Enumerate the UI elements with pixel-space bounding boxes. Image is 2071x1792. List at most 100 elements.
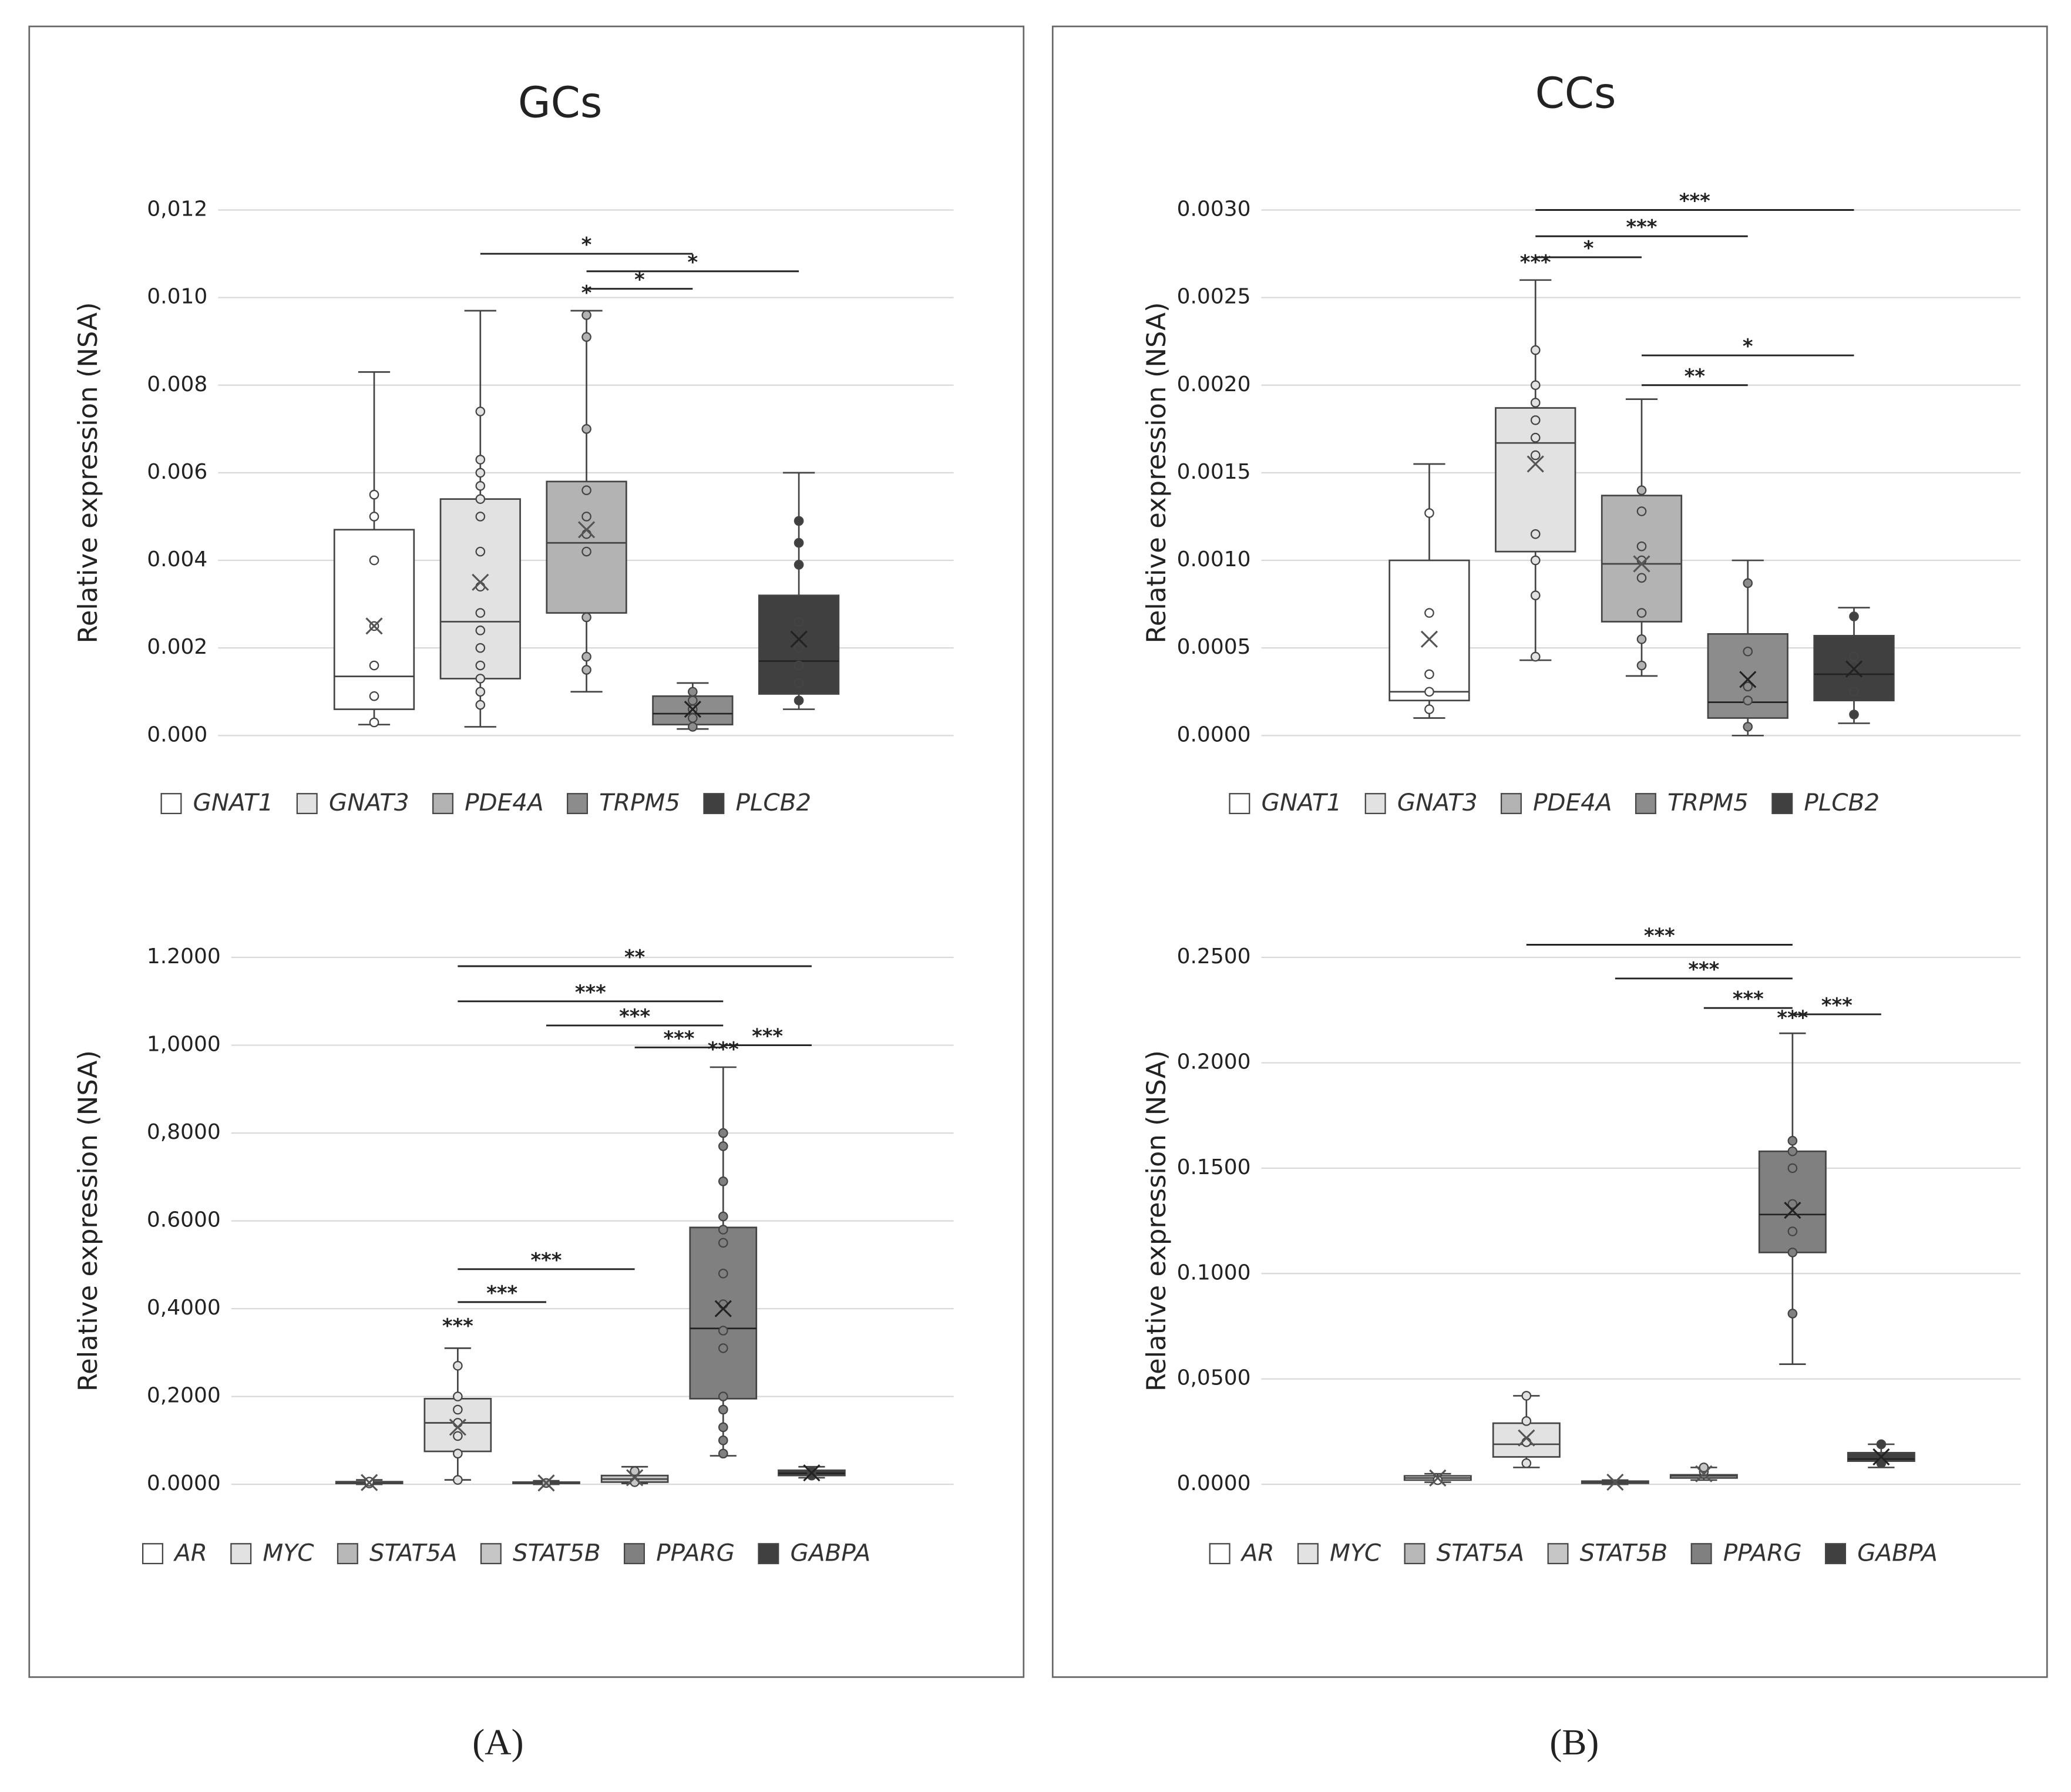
point xyxy=(475,674,486,684)
significance-label: * xyxy=(634,268,645,291)
point xyxy=(453,1418,463,1428)
point xyxy=(1787,1248,1798,1258)
point xyxy=(453,1404,463,1415)
mean-marker xyxy=(1784,1202,1801,1219)
significance-label: *** xyxy=(1821,994,1853,1017)
point xyxy=(1699,1462,1709,1472)
legend-label: AR xyxy=(173,1538,207,1566)
significance-label: *** xyxy=(1626,216,1658,238)
y-tick-label: 0.0000 xyxy=(147,1471,221,1495)
point xyxy=(794,678,804,688)
legend-swatch xyxy=(1500,793,1522,815)
significance-label: * xyxy=(581,233,592,256)
significance-label: *** xyxy=(531,1249,562,1272)
point xyxy=(1636,485,1647,496)
legend-label: PDE4A xyxy=(465,788,544,816)
legend-label: GABPA xyxy=(790,1538,870,1566)
point xyxy=(475,687,486,697)
point xyxy=(475,455,486,465)
significance-label: *** xyxy=(1644,924,1675,947)
y-tick-label: 0,0500 xyxy=(1177,1366,1251,1390)
point xyxy=(475,581,486,592)
legend-swatch xyxy=(230,1543,252,1565)
significance-label: *** xyxy=(486,1282,517,1305)
point xyxy=(581,485,591,496)
significance-label: *** xyxy=(1688,958,1719,981)
point xyxy=(718,1176,728,1186)
point xyxy=(1743,695,1753,705)
box xyxy=(1707,633,1788,719)
point xyxy=(1424,508,1434,518)
legend-label: TRPM5 xyxy=(599,788,680,816)
panel-label: (B) xyxy=(1549,1722,1599,1763)
point xyxy=(1530,345,1541,355)
legend-swatch xyxy=(1825,1543,1847,1565)
point xyxy=(1636,608,1647,618)
legend-swatch xyxy=(758,1543,779,1565)
legend-swatch xyxy=(1297,1543,1319,1565)
point xyxy=(1530,450,1541,460)
point xyxy=(688,713,698,723)
y-tick-label: 0,012 xyxy=(147,197,207,221)
y-tick-label: 1.2000 xyxy=(147,944,221,969)
significance-label: * xyxy=(1743,335,1753,358)
legend-label: GNAT3 xyxy=(1397,788,1478,816)
point xyxy=(1636,634,1647,644)
legend-label: STAT5A xyxy=(1437,1538,1525,1566)
point xyxy=(718,1128,728,1138)
mean-marker xyxy=(714,1300,732,1317)
point xyxy=(1521,1391,1532,1401)
y-axis-label: Relative expression (NSA) xyxy=(72,302,103,643)
point xyxy=(794,643,804,653)
point xyxy=(718,1343,728,1353)
legend-swatch xyxy=(1364,793,1386,815)
significance-label: *** xyxy=(663,1027,694,1050)
y-tick-label: 1,0000 xyxy=(147,1033,221,1057)
legend-label: GABPA xyxy=(1857,1538,1938,1566)
legend-swatch xyxy=(1547,1543,1569,1565)
point xyxy=(718,1211,728,1222)
point xyxy=(581,612,591,623)
point xyxy=(1849,710,1859,720)
point xyxy=(794,695,804,705)
point xyxy=(1530,432,1541,443)
legend-swatch xyxy=(480,1543,502,1565)
legend-label: PPARG xyxy=(1723,1538,1802,1566)
significance-label: *** xyxy=(619,1005,650,1028)
y-axis-label: Relative expression (NSA) xyxy=(1141,302,1172,643)
y-tick-label: 0.0000 xyxy=(1177,722,1251,747)
significance-label: *** xyxy=(1679,189,1710,212)
point xyxy=(1787,1135,1798,1146)
point xyxy=(453,1431,463,1441)
point xyxy=(718,1238,728,1248)
point xyxy=(1787,1309,1798,1319)
point xyxy=(581,546,591,557)
point xyxy=(794,660,804,671)
legend-swatch xyxy=(1771,793,1793,815)
point xyxy=(1530,529,1541,539)
y-tick-label: 0.0030 xyxy=(1177,197,1251,221)
mean-marker xyxy=(1518,1429,1535,1447)
legend-swatch xyxy=(1229,793,1250,815)
point xyxy=(1743,681,1753,692)
legend-swatch xyxy=(142,1543,163,1565)
chart-title: GCs xyxy=(518,78,602,127)
point xyxy=(475,512,486,522)
y-tick-label: 0.002 xyxy=(147,635,207,659)
point xyxy=(475,468,486,478)
point xyxy=(369,717,379,728)
point xyxy=(475,660,486,671)
point xyxy=(1530,651,1541,662)
y-tick-label: 0.2500 xyxy=(1177,944,1251,969)
point xyxy=(369,489,379,500)
mean-marker xyxy=(1429,1469,1447,1487)
mean-marker xyxy=(449,1418,466,1436)
point xyxy=(1530,555,1541,566)
point xyxy=(1530,398,1541,408)
point xyxy=(581,332,591,342)
significance-label: * xyxy=(688,251,698,274)
point xyxy=(475,608,486,618)
legend-swatch xyxy=(1635,793,1656,815)
significance-label: *** xyxy=(708,1038,739,1061)
point xyxy=(369,512,379,522)
